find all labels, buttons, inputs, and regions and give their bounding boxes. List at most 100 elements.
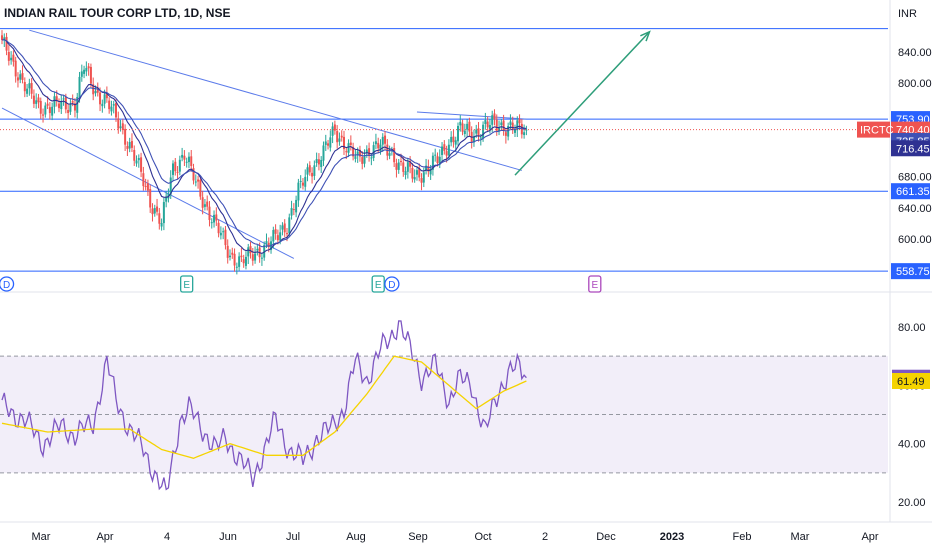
candle-body [119,126,122,128]
candle-body [80,71,83,77]
earnings-marker[interactable]: E [588,275,602,293]
candle-body [299,180,302,183]
candle-body [137,158,140,161]
candle-body [35,100,38,104]
candle-body [112,104,115,106]
candle-body [397,162,400,170]
candle-body [463,130,466,135]
candle-body [263,244,266,258]
marker-shape [180,275,194,293]
earnings-marker[interactable]: E [371,275,385,293]
time-tick-label: 2 [542,531,548,543]
candle-body [130,141,133,148]
candle-body [377,142,380,149]
tag-text: 716.45 [896,143,930,155]
candle-body [484,120,487,125]
candle-body [286,233,288,235]
candle-body [105,93,108,99]
ema-fast-line [1,39,527,254]
candle-body [466,123,469,130]
candle-body [133,149,136,161]
tag-background [857,121,890,138]
rsi-tick-label: 80.00 [898,322,926,334]
candle-body [251,254,254,261]
projection-arrow-shaft[interactable] [514,31,651,176]
candle-body [450,136,453,143]
candle-body [42,114,45,116]
candle-body [290,208,293,216]
candle-body [121,123,124,130]
candle-body [235,266,238,268]
candle-body [69,103,72,112]
candle-body [153,208,156,214]
candle-body [384,135,387,144]
candle-body [393,148,396,163]
candle-body [85,67,88,72]
candle-body [197,179,200,182]
candle-body [71,101,74,103]
candle-body [226,245,229,258]
candle-body [231,252,234,255]
candle-body [441,146,444,155]
candle-body [400,161,402,163]
time-tick-label: 4 [164,531,170,543]
candle-body [78,76,81,98]
candle-body [354,156,357,159]
candle-body [374,141,377,145]
candle-body [320,159,323,168]
time-tick-label: Sep [408,531,428,543]
candle-body [115,103,117,118]
trend-line[interactable] [416,111,527,120]
candle-body [498,127,501,131]
candle-body [468,121,471,132]
earnings-marker[interactable]: E [180,275,194,293]
candle-body [222,231,225,233]
projection-arrow-head [640,30,651,42]
candle-body [1,35,3,41]
candle-body [429,168,432,175]
candle-body [523,132,526,136]
rsi-ma-value-tag: 61.49 [892,372,930,389]
candle-body [349,142,352,145]
candle-body [156,206,159,212]
candle-body [51,106,54,116]
candle-body [336,131,339,143]
candle-body [10,57,13,61]
candle-body [459,121,462,126]
candle-body [265,241,268,244]
candle-body [238,256,241,267]
candle-body [185,161,188,163]
candle-body [365,149,368,154]
candle-body [327,143,330,146]
candle-body [210,222,213,224]
candle-body [165,196,168,202]
candle-body [254,253,257,261]
price-tick-label: 640.00 [898,203,932,215]
candle-body [379,144,382,152]
candle-body [37,97,40,103]
candle-body [345,151,348,153]
marker-letter: E [375,280,382,291]
candle-body [358,149,361,157]
marker-letter: D [3,280,10,291]
candle-body [149,189,152,208]
time-tick-label: Feb [733,531,752,543]
candle-body [461,123,464,132]
candle-body [477,128,480,137]
candle-body [415,170,418,175]
candle-body [434,154,437,156]
dividend-marker[interactable]: D [0,276,15,292]
price-tick-label: 840.00 [898,47,932,59]
candle-body [12,54,15,62]
trend-line[interactable] [29,29,522,171]
dividend-marker[interactable]: D [384,276,400,292]
candle-body [14,60,17,77]
candle-body [343,136,345,150]
candle-body [311,172,314,177]
candle-body [124,128,127,145]
candle-body [142,173,145,187]
candle-body [39,100,42,114]
candle-body [514,129,516,133]
candle-body [30,83,33,94]
